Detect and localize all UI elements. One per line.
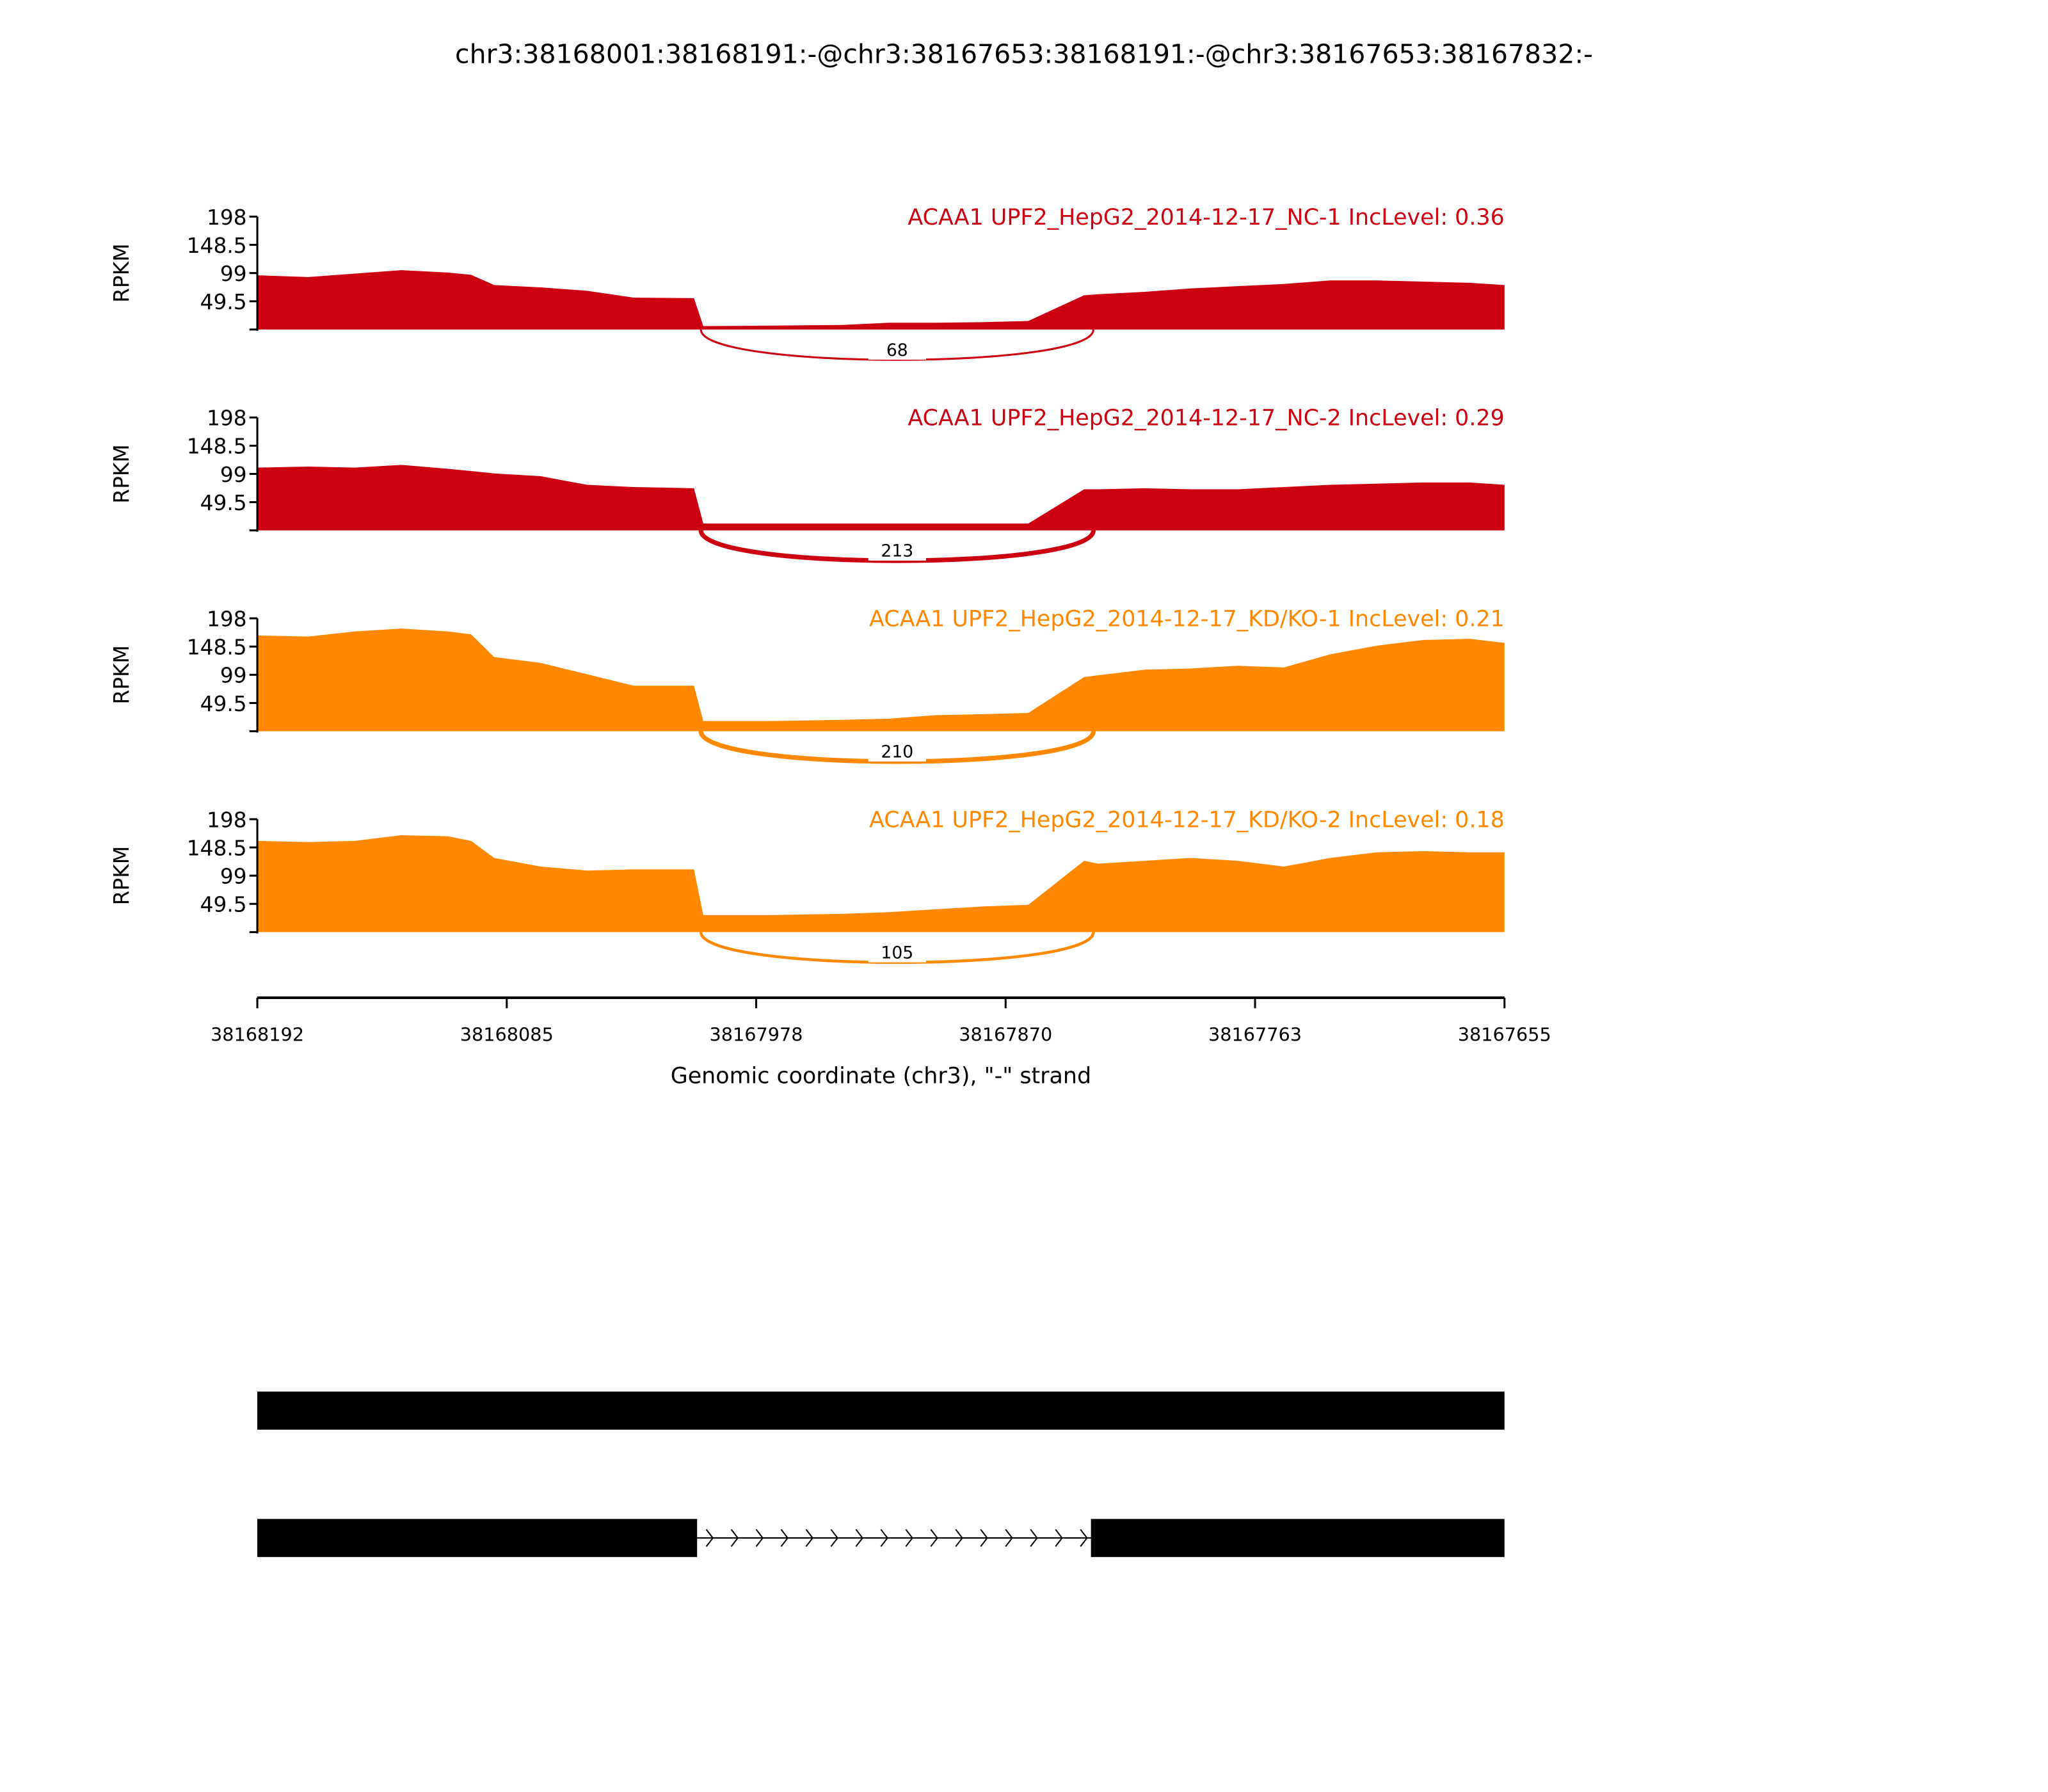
plot-title: chr3:38168001:38168191:-@chr3:38167653:3… <box>455 38 1593 69</box>
x-axis-label: Genomic coordinate (chr3), "-" strand <box>671 1063 1091 1089</box>
junction-arc <box>698 730 1096 764</box>
x-tick-label: 38167655 <box>1458 1024 1551 1046</box>
track-label: ACAA1 UPF2_HepG2_2014-12-17_KD/KO-1 IncL… <box>869 606 1505 632</box>
strand-arrow-icon <box>855 1529 863 1548</box>
y-tick-label: 148.5 <box>187 836 247 860</box>
strand-arrow-icon <box>1005 1529 1013 1548</box>
coverage-area <box>257 465 1505 531</box>
junction-arc <box>699 931 1095 964</box>
y-tick-label: 148.5 <box>187 435 247 459</box>
junction-count: 213 <box>881 541 913 561</box>
x-tick-label: 38168192 <box>211 1024 304 1046</box>
strand-arrow-icon <box>1080 1529 1088 1548</box>
coverage-area <box>257 270 1505 330</box>
junction-count: 68 <box>886 340 908 360</box>
y-tick-label: 148.5 <box>187 636 247 660</box>
junction-label-bg <box>868 737 926 762</box>
x-axis: 38168192 38168085 38167978 38167870 38167763… <box>211 996 1551 1089</box>
y-tick-label: 49.5 <box>200 290 247 314</box>
isoform-2-exon-1 <box>257 1519 698 1557</box>
isoform-1-exon <box>257 1391 1505 1430</box>
y-axis-label: RPKM <box>109 846 134 905</box>
strand-arrow-icon <box>955 1529 963 1548</box>
strand-arrow-icon <box>905 1529 913 1548</box>
strand-arrow-icon <box>880 1529 888 1548</box>
junction-arc <box>698 529 1096 563</box>
y-tick-label: 198 <box>207 607 247 631</box>
junction-arc <box>700 329 1094 361</box>
strand-arrow-icon <box>705 1529 714 1548</box>
strand-arrow-icon <box>755 1529 764 1548</box>
strand-arrow-icon <box>1030 1529 1038 1548</box>
x-tick-label: 38167763 <box>1208 1024 1302 1046</box>
track-4: 198 148.5 99 49.5 RPKM ACAA1 UPF2_HepG2_2014-… <box>109 807 1505 964</box>
junction-label-bg <box>868 536 926 561</box>
junction-label-bg <box>868 938 926 963</box>
gene-models <box>257 1391 1505 1557</box>
x-tick-label: 38168085 <box>460 1024 554 1046</box>
y-tick-label: 99 <box>220 262 247 286</box>
y-tick-label: 99 <box>220 865 247 889</box>
y-tick-label: 198 <box>207 808 247 832</box>
track-label: ACAA1 UPF2_HepG2_2014-12-17_NC-2 IncLeve… <box>908 406 1504 431</box>
y-tick-label: 99 <box>220 463 247 487</box>
strand-arrow-icon <box>805 1529 814 1548</box>
strand-arrow-icon <box>780 1529 789 1548</box>
x-tick-label: 38167978 <box>709 1024 803 1046</box>
track-3: 198 148.5 99 49.5 RPKM ACAA1 UPF2_HepG2_2014-… <box>109 606 1505 764</box>
track-1: 198 148.5 99 49.5 RPKM ACAA1 UPF2_HepG2_2014-… <box>109 205 1505 361</box>
y-axis-label: RPKM <box>109 645 134 704</box>
junction-count: 105 <box>881 943 913 963</box>
y-tick-label: 198 <box>207 406 247 431</box>
coverage-area <box>257 628 1505 732</box>
isoform-2-exon-2 <box>1091 1519 1505 1557</box>
strand-arrow-icon <box>730 1529 739 1548</box>
y-tick-label: 49.5 <box>200 491 247 515</box>
junction-count: 210 <box>881 742 913 762</box>
y-tick-label: 49.5 <box>200 893 247 917</box>
coverage-area <box>257 835 1505 932</box>
strand-arrow-icon <box>1055 1529 1063 1548</box>
strand-arrow-icon <box>980 1529 988 1548</box>
y-tick-label: 49.5 <box>200 692 247 716</box>
y-tick-label: 148.5 <box>187 234 247 258</box>
y-tick-label: 198 <box>207 205 247 230</box>
y-tick-label: 99 <box>220 664 247 688</box>
track-label: ACAA1 UPF2_HepG2_2014-12-17_KD/KO-2 IncL… <box>869 807 1505 833</box>
junction-label-bg <box>868 336 926 360</box>
y-axis-label: RPKM <box>109 243 134 302</box>
strand-arrow-icon <box>830 1529 839 1548</box>
strand-arrow-icon <box>930 1529 938 1548</box>
x-tick-label: 38167870 <box>959 1024 1052 1046</box>
track-2: 198 148.5 99 49.5 RPKM ACAA1 UPF2_HepG2_2014-… <box>109 406 1505 563</box>
track-label: ACAA1 UPF2_HepG2_2014-12-17_NC-1 IncLeve… <box>908 205 1504 230</box>
y-axis-label: RPKM <box>109 444 134 503</box>
